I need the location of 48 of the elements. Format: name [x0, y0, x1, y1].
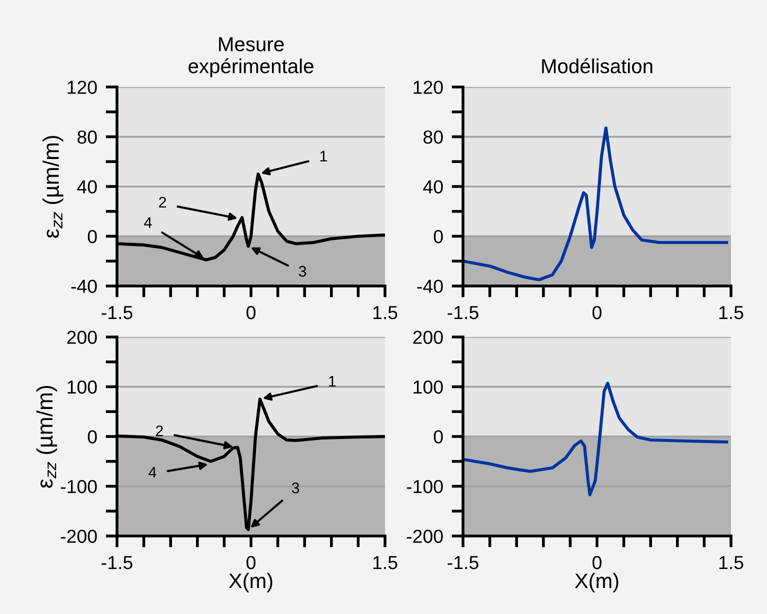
y-tick-label: 100 — [68, 380, 97, 394]
y-tick-label: 0 — [88, 230, 97, 244]
chart-title: Modélisation — [542, 58, 652, 74]
y-tick-label: 120 — [414, 80, 443, 94]
line-series — [463, 382, 728, 496]
x-tick-label: -1.5 — [448, 306, 478, 320]
y-tick-label: 40 — [77, 180, 97, 194]
y-tick-label: 80 — [78, 130, 97, 144]
y-tick-label: 100 — [414, 380, 443, 394]
y-tick-label: -40 — [71, 280, 97, 293]
y-tick-label: 0 — [434, 430, 443, 444]
chart-title: Mesure expérimentale — [188, 37, 314, 78]
y-tick-label: 80 — [424, 130, 443, 144]
x-tick-label: -1.5 — [102, 306, 132, 320]
x-tick-label: 0 — [246, 306, 256, 320]
x-axis-title: X(m) — [574, 572, 618, 592]
y-tick-label: 0 — [434, 230, 443, 244]
x-tick-label: 1.5 — [719, 306, 744, 320]
annotation: 3 — [292, 482, 300, 494]
annotation: 2 — [156, 425, 163, 436]
x-tick-label: 0 — [246, 556, 256, 570]
x-tick-label: 1.5 — [719, 556, 744, 570]
y-tick-label: 200 — [413, 330, 443, 344]
y-tick-label: 40 — [423, 180, 443, 194]
annotation: 4 — [148, 467, 156, 478]
x-axis-title: X(m) — [228, 572, 272, 592]
annotation: 1 — [329, 376, 336, 386]
annotation: 4 — [144, 217, 152, 228]
x-tick-label: 0 — [592, 556, 602, 570]
y-tick-label: -100 — [406, 480, 443, 494]
x-tick-label: 1.5 — [373, 306, 398, 320]
y-tick-label: -200 — [406, 530, 443, 543]
y-axis-title: ε$_{zz}$ (µm/m) — [42, 136, 64, 238]
annotation: 3 — [298, 266, 306, 277]
y-tick-label: -100 — [60, 480, 97, 494]
annotation: 2 — [159, 196, 166, 208]
line-series — [463, 126, 728, 282]
x-tick-label: 1.5 — [373, 556, 398, 570]
y-tick-label: 120 — [68, 80, 97, 94]
y-axis-title: ε$_{zz}$ (µm/m) — [36, 386, 58, 488]
y-tick-label: 0 — [88, 430, 97, 444]
y-tick-label: -40 — [417, 280, 443, 293]
y-tick-label: 200 — [67, 330, 97, 344]
x-tick-label: -1.5 — [102, 556, 132, 570]
annotation: 1 — [320, 150, 327, 162]
y-tick-label: -200 — [60, 530, 97, 543]
x-tick-label: 0 — [592, 306, 602, 320]
x-tick-label: -1.5 — [448, 556, 478, 570]
